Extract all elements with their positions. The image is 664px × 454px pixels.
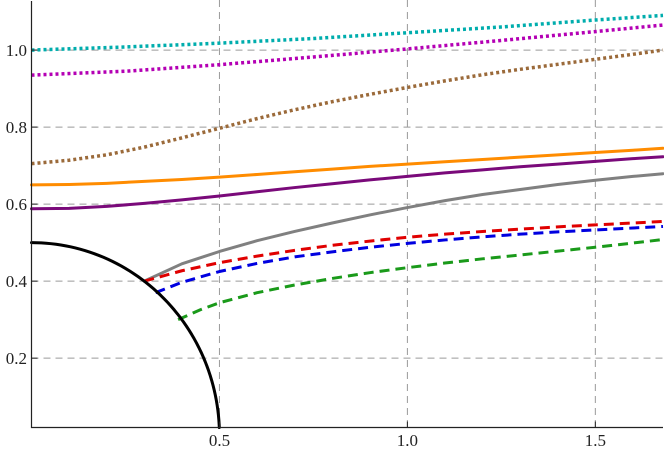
y-tick-label: 1.0 [6, 41, 27, 60]
y-tick-label: 0.2 [6, 349, 27, 368]
y-tick-label: 0.4 [6, 272, 28, 291]
plot-frame [30, 1, 663, 429]
x-tick-label: 0.5 [209, 431, 230, 450]
y-tick-label: 0.6 [6, 195, 27, 214]
series-purple-solid [30, 155, 664, 211]
x-tick-label: 1.5 [585, 431, 606, 450]
series-magenta-dotted [31, 23, 664, 77]
series-green-dashed [177, 238, 664, 322]
series-gray-solid [142, 172, 664, 283]
series-group [30, 13, 664, 429]
series-cyan-dotted [31, 13, 664, 52]
y-tick-label: 0.8 [6, 118, 27, 137]
grid [31, 0, 663, 428]
series-orange-solid [30, 146, 664, 187]
ticks: 0.5 1.0 1.5 0.2 0.4 0.6 0.8 1.0 [6, 41, 606, 450]
series-brown-dotted [31, 48, 664, 166]
axes [30, 1, 663, 429]
x-tick-label: 1.0 [397, 431, 418, 450]
series-blue-dashed [154, 224, 664, 295]
series-black-circle [30, 241, 221, 429]
